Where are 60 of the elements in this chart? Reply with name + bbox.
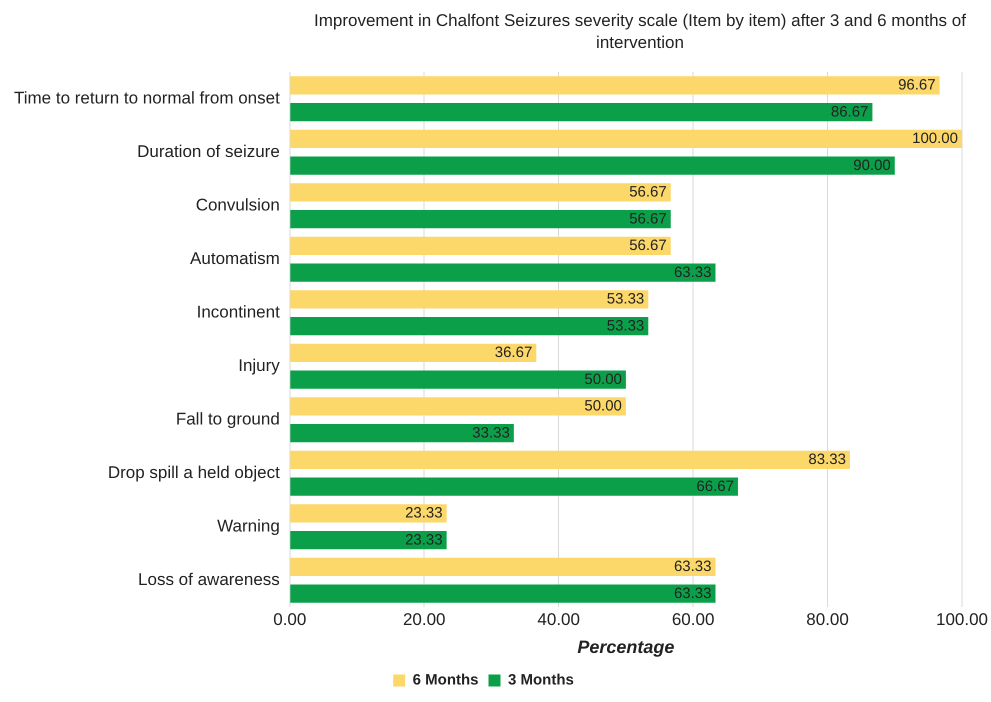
x-tick-label: 60.00 [672, 610, 714, 629]
bar [290, 584, 716, 603]
x-tick-label: 100.00 [936, 610, 988, 629]
bar [290, 290, 648, 308]
data-label: 36.67 [494, 344, 532, 362]
data-label: 23.33 [405, 504, 443, 522]
bar [290, 531, 447, 550]
bar [290, 504, 447, 522]
data-label: 56.67 [629, 210, 667, 228]
x-axis-title: Percentage [577, 637, 674, 658]
y-tick-label: Convulsion [196, 195, 280, 214]
bar [290, 370, 626, 389]
bar [290, 130, 962, 148]
data-label: 63.33 [674, 558, 712, 576]
y-tick-label: Warning [217, 516, 280, 536]
legend-label: 3 Months [508, 672, 574, 689]
y-tick-label: Incontinent [196, 302, 280, 322]
bar [290, 317, 648, 336]
y-tick-label: Duration of seizure [137, 142, 280, 161]
data-label: 56.67 [629, 237, 667, 254]
data-label: 53.33 [606, 290, 644, 308]
data-label: 63.33 [674, 584, 712, 602]
bar [290, 344, 536, 362]
y-tick-label: Drop spill a held object [108, 462, 280, 482]
data-label: 56.67 [629, 184, 667, 201]
x-tick-label: 40.00 [537, 610, 580, 629]
data-label: 50.00 [584, 398, 622, 415]
bar [290, 478, 738, 496]
y-tick-label: Time to return to normal from onset [14, 88, 280, 108]
x-tick-label: 80.00 [806, 610, 849, 629]
y-tick-label: Automatism [190, 248, 280, 268]
x-tick-label: 20.00 [402, 610, 446, 629]
data-label: 23.33 [405, 531, 443, 548]
chart-title: Improvement in Chalfont Seizures severity scale (Item by item) after 3 and 6 months of intervention [313, 10, 967, 54]
bar [290, 183, 671, 202]
y-tick-label: Fall to ground [176, 409, 280, 428]
bar [290, 103, 872, 122]
bar [290, 264, 716, 282]
data-label: 33.33 [472, 424, 510, 442]
data-label: 100.00 [912, 130, 958, 148]
x-tick-label: 0.00 [273, 610, 306, 629]
data-label: 66.67 [696, 478, 734, 495]
data-label: 53.33 [606, 317, 644, 334]
data-label: 96.67 [898, 76, 936, 94]
bar [290, 424, 514, 442]
bar [290, 210, 671, 228]
data-label: 50.00 [584, 370, 622, 388]
data-label: 90.00 [853, 156, 891, 174]
bar [290, 397, 626, 416]
data-label: 83.33 [808, 451, 846, 468]
data-label: 63.33 [674, 264, 712, 281]
bar [290, 76, 940, 94]
bar [290, 236, 671, 255]
y-tick-label: Loss of awareness [138, 570, 280, 589]
data-label: 86.67 [830, 103, 868, 120]
y-tick-label: Injury [238, 356, 280, 375]
bar [290, 450, 850, 469]
legend-label: 6 Months [412, 672, 479, 689]
bar [290, 156, 895, 175]
bar [290, 558, 716, 576]
